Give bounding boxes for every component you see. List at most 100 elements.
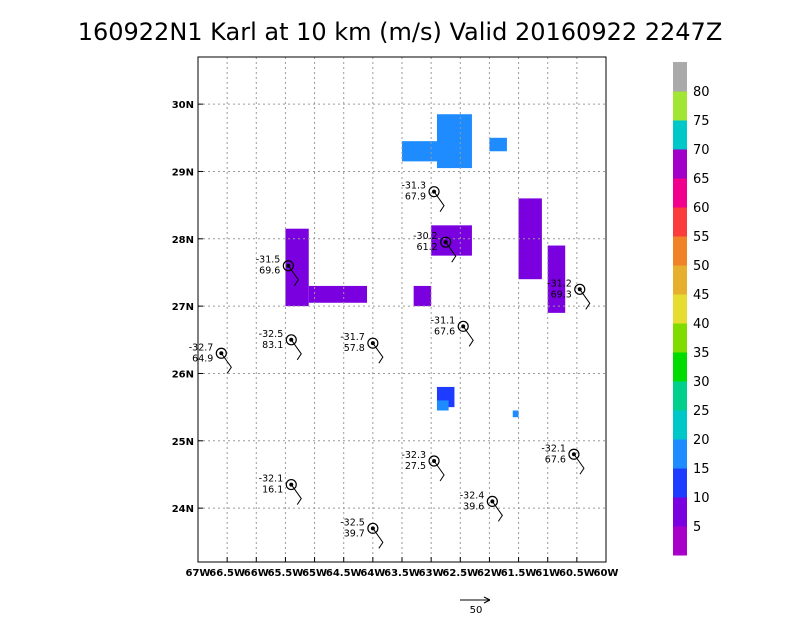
x-tick-label: 63.5W: [384, 568, 420, 579]
station-ring: [285, 334, 297, 346]
x-tick-label: 61.5W: [501, 568, 537, 579]
station-temp-label: -31.2: [547, 278, 572, 289]
x-tick-label: 60W: [594, 568, 619, 579]
y-tick-label: 29N: [172, 167, 194, 178]
station-barb: [573, 453, 585, 475]
station-barb: [433, 191, 445, 212]
wind-swath-cell: [518, 198, 542, 280]
colorbar-label: 25: [693, 404, 710, 419]
station-value-label: 61.2: [417, 242, 438, 253]
station-temp-label: -32.1: [259, 474, 284, 485]
station-ring: [367, 337, 379, 349]
colorbar-label: 70: [693, 143, 710, 158]
station-temp-label: -32.4: [460, 490, 485, 501]
colorbar-segment: [673, 381, 687, 411]
y-tick-label: 30N: [172, 100, 194, 111]
station-value-label: 57.8: [344, 343, 365, 354]
station-ring: [428, 455, 440, 467]
station-temp-label: -32.5: [259, 329, 284, 340]
station-ring: [457, 320, 469, 332]
reference-arrow-head: [483, 596, 491, 604]
colorbar: 5 10 15 20 25 30 35 40 45 50 55 60 65 70 75 80: [673, 62, 710, 556]
x-tick-labels: 67W66.5W66W65.5W65W64.5W64W63.5W63W62.5W…: [186, 557, 619, 579]
colorbar-segment: [673, 91, 687, 121]
y-tick-labels: 30N 29N 28N 27N 26N 25N 24N: [172, 100, 203, 515]
station-ring: [282, 260, 294, 272]
reference-vector: 50: [460, 596, 491, 616]
station-temp-label: -31.3: [401, 181, 426, 192]
station-temp-label: -31.1: [431, 315, 456, 326]
station-temp-label: -32.1: [541, 443, 566, 454]
colorbar-label: 10: [693, 491, 710, 506]
station-barb: [372, 342, 384, 364]
station-barb: [579, 289, 591, 310]
colorbar-segment: [673, 207, 687, 237]
x-tick-label: 62.5W: [442, 568, 478, 579]
colorbar-label: 55: [693, 230, 710, 245]
station-barb: [290, 339, 302, 361]
station-markers: -31.367.9 -30.261.2 -31.569.6 -31.269.3 -31.…: [189, 181, 591, 549]
station-value-label: 64.9: [192, 353, 213, 364]
colorbar-segment: [673, 149, 687, 179]
colorbar-label: 80: [693, 85, 710, 100]
station-barb: [372, 528, 384, 549]
colorbar-segment: [673, 294, 687, 324]
colorbar-segment: [673, 323, 687, 353]
station-ring: [574, 283, 586, 295]
colorbar-label: 45: [693, 288, 710, 303]
y-tick-label: 24N: [172, 504, 194, 515]
station-barb: [462, 326, 474, 347]
station-value-label: 67.9: [405, 192, 426, 203]
colorbar-segment: [673, 526, 687, 556]
y-tick-label: 25N: [172, 437, 194, 448]
y-tick-label: 28N: [172, 235, 194, 246]
colorbar-label: 20: [693, 433, 710, 448]
wind-swath-cell: [285, 228, 309, 307]
station-value-label: 39.7: [344, 528, 365, 539]
x-tick-label: 63W: [419, 568, 444, 579]
station-ring: [215, 347, 227, 359]
colorbar-segment: [673, 410, 687, 440]
x-tick-label: 64W: [360, 568, 385, 579]
colorbar-segment: [673, 497, 687, 527]
station-barb: [287, 265, 299, 287]
reference-vector-label: 50: [470, 605, 483, 616]
station-value-label: 67.6: [545, 454, 566, 465]
x-tick-label: 67W: [186, 568, 211, 579]
x-tick-label: 65W: [302, 568, 327, 579]
wind-swath-cell: [489, 137, 507, 152]
colorbar-label: 75: [693, 114, 710, 129]
station-ring: [367, 522, 379, 534]
colorbar-label: 15: [693, 462, 710, 477]
station-barb: [491, 501, 503, 522]
station-ring: [428, 186, 440, 198]
x-tick-label: 60.5W: [559, 568, 595, 579]
wind-swath-cell: [512, 410, 519, 418]
wind-swath-cell: [436, 400, 449, 411]
colorbar-label: 35: [693, 346, 710, 361]
wind-swath-cell: [402, 141, 461, 162]
colorbar-label: 50: [693, 259, 710, 274]
colorbar-label: 40: [693, 317, 710, 332]
x-tick-label: 66W: [244, 568, 269, 579]
colorbar-label: 60: [693, 201, 710, 216]
station-barb: [445, 241, 457, 263]
colorbar-segment: [673, 439, 687, 469]
wind-swath-cell: [413, 285, 432, 307]
station-ring: [285, 478, 297, 491]
colorbar-label: 65: [693, 172, 710, 187]
wind-swath-cell: [547, 245, 566, 313]
station-barb: [220, 352, 232, 374]
x-tick-label: 61W: [535, 568, 560, 579]
station-ring: [568, 448, 580, 460]
station-temp-label: -31.7: [340, 332, 365, 343]
y-tick-label: 26N: [172, 369, 194, 380]
station-temp-label: -32.5: [340, 517, 365, 528]
colorbar-label: 5: [693, 520, 701, 535]
colorbar-label: 30: [693, 375, 710, 390]
colorbar-segment: [673, 178, 687, 208]
station-value-label: 16.1: [262, 485, 283, 496]
station-value-label: 69.3: [551, 289, 572, 300]
station-temp-label: -30.2: [413, 231, 438, 242]
